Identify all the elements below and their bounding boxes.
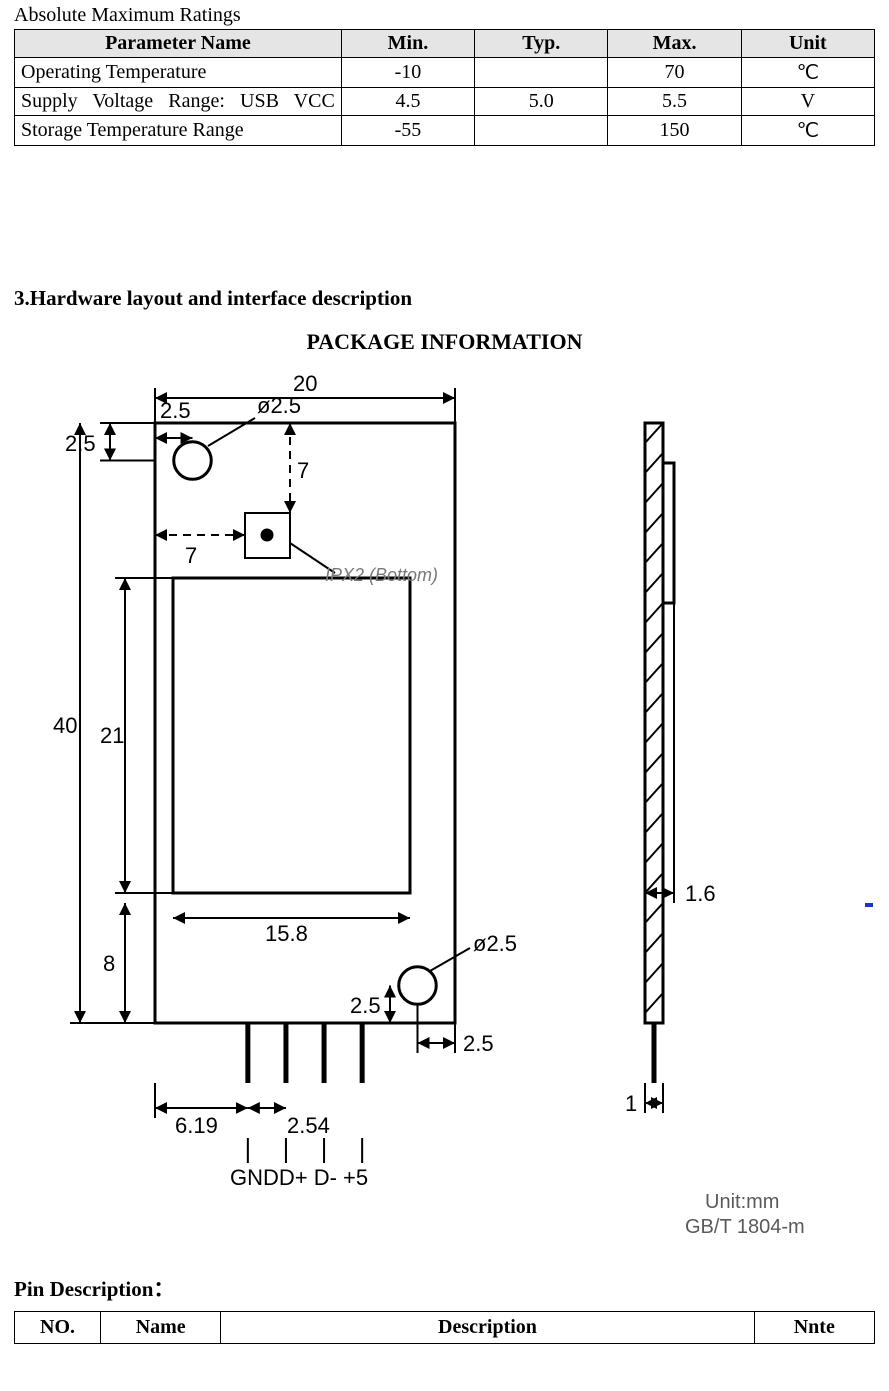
cell-unit: V xyxy=(741,88,874,116)
cell-min: 4.5 xyxy=(341,88,474,116)
dim-21: 21 xyxy=(100,723,124,748)
dim-2p5h: 2.5 xyxy=(160,398,191,423)
table-header-row: NO. Name Description Nnte xyxy=(15,1312,875,1344)
pin-table: NO. Name Description Nnte xyxy=(14,1311,875,1344)
pin-labels: GNDD+ D- +5 xyxy=(230,1165,368,1190)
dim-40: 40 xyxy=(53,713,77,738)
dim-1p6: 1.6 xyxy=(685,881,716,906)
header-max: Max. xyxy=(608,30,741,58)
cell-max: 70 xyxy=(608,58,741,88)
header-no: NO. xyxy=(15,1312,101,1344)
dim-7v: 7 xyxy=(297,458,309,483)
dim-6p19: 6.19 xyxy=(175,1113,218,1138)
cell-typ: 5.0 xyxy=(475,88,608,116)
table-row: Operating Temperature -10 70 ℃ xyxy=(15,58,875,88)
dim-phi-top: ø2.5 xyxy=(257,393,301,418)
ratings-title: Absolute Maximum Ratings xyxy=(14,4,875,27)
pin-description-heading: Pin Description： xyxy=(14,1273,875,1303)
dim-2p5-br-h: 2.5 xyxy=(463,1031,494,1056)
cell-min: -10 xyxy=(341,58,474,88)
decorative-dot xyxy=(865,903,873,907)
cell-typ xyxy=(475,116,608,146)
dim-8: 8 xyxy=(103,951,115,976)
cell-typ xyxy=(475,58,608,88)
cell-min: -55 xyxy=(341,116,474,146)
header-note: Nnte xyxy=(754,1312,874,1344)
cell-unit: ℃ xyxy=(741,116,874,146)
cell-max: 5.5 xyxy=(608,88,741,116)
dim-15p8: 15.8 xyxy=(265,921,308,946)
unit-line1: Unit:mm xyxy=(705,1191,779,1213)
package-info-title: PACKAGE INFORMATION xyxy=(14,329,875,355)
table-row: Supply Voltage Range: USB VCC 4.5 5.0 5.… xyxy=(15,88,875,116)
cell-unit: ℃ xyxy=(741,58,874,88)
header-typ: Typ. xyxy=(475,30,608,58)
table-header-row: Parameter Name Min. Typ. Max. Unit xyxy=(15,30,875,58)
header-desc: Description xyxy=(221,1312,754,1344)
cell-param-text: Supply Voltage Range: USB VCC xyxy=(21,90,335,112)
dim-2p54: 2.54 xyxy=(287,1113,330,1138)
dim-1: 1 xyxy=(625,1091,637,1116)
dim-2p5-br-v: 2.5 xyxy=(350,993,381,1018)
cell-param: Supply Voltage Range: USB VCC xyxy=(15,88,342,116)
header-name: Name xyxy=(101,1312,221,1344)
hardware-heading: 3.Hardware layout and interface descript… xyxy=(14,286,875,311)
dim-phi-bot: ø2.5 xyxy=(473,931,517,956)
header-param: Parameter Name xyxy=(15,30,342,58)
cell-max: 150 xyxy=(608,116,741,146)
ipx-label: IPX2 (Bottom) xyxy=(325,565,438,585)
unit-line2: GB/T 1804-m xyxy=(685,1216,805,1238)
table-row: Storage Temperature Range -55 150 ℃ xyxy=(15,116,875,146)
header-min: Min. xyxy=(341,30,474,58)
dim-7h: 7 xyxy=(185,543,197,568)
dim-2p5v: 2.5 xyxy=(65,431,96,456)
cell-param: Operating Temperature xyxy=(15,58,342,88)
package-diagram: 20 2.5 2.5 ø2.5 7 7 IPX2 (Bottom) 21 40 … xyxy=(25,363,865,1263)
header-unit: Unit xyxy=(741,30,874,58)
cell-param: Storage Temperature Range xyxy=(15,116,342,146)
ratings-table: Parameter Name Min. Typ. Max. Unit Opera… xyxy=(14,29,875,146)
package-svg: 20 2.5 2.5 ø2.5 7 7 IPX2 (Bottom) 21 40 … xyxy=(25,363,865,1263)
